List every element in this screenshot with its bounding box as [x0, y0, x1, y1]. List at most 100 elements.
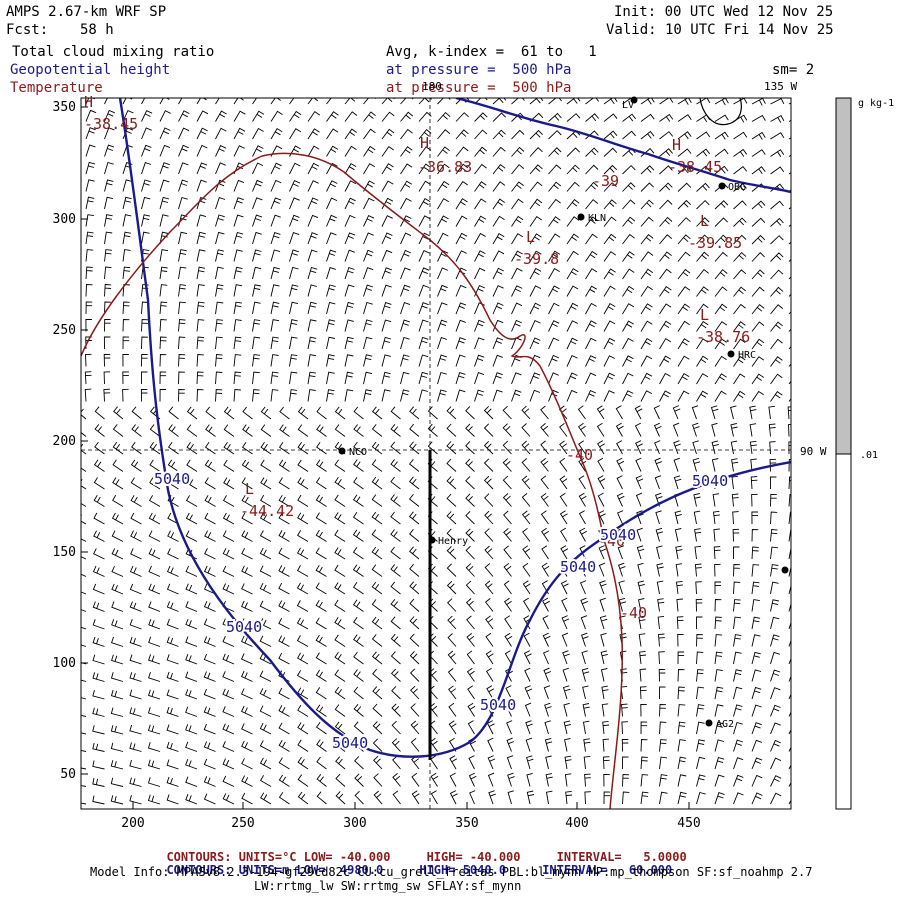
wind-barb — [659, 756, 668, 770]
wind-barb — [603, 355, 616, 367]
wind-barb — [529, 147, 543, 157]
wind-barb — [654, 440, 661, 455]
wind-barb — [659, 355, 671, 367]
wind-barb — [289, 371, 298, 385]
station-label-kln: KLN — [588, 213, 606, 224]
wind-barb — [733, 669, 742, 682]
wind-barb — [166, 636, 179, 647]
wind-barb — [259, 705, 272, 717]
wind-barb — [307, 162, 320, 175]
wind-barb — [316, 424, 327, 437]
wind-barb — [437, 302, 448, 315]
wind-barb — [315, 564, 327, 577]
wind-barb — [296, 582, 309, 595]
wind-barb — [770, 98, 785, 105]
wind-barb — [104, 109, 115, 122]
wind-barb — [714, 303, 728, 315]
wind-barb — [315, 652, 327, 665]
wind-barb — [548, 302, 560, 315]
pressure-level-temp: at pressure = 500 hPa — [386, 80, 572, 96]
wind-barb — [492, 354, 503, 367]
temp-extreme-kind: H — [420, 134, 429, 152]
wind-barb — [677, 390, 690, 402]
wind-barb — [400, 249, 411, 262]
wind-barb — [409, 546, 420, 560]
wind-barb — [372, 721, 383, 735]
wind-barb — [203, 793, 216, 805]
wind-barb — [104, 301, 111, 315]
x-tick-label: 250 — [231, 816, 254, 831]
wind-barb — [455, 372, 466, 385]
wind-barb — [622, 268, 635, 280]
wind-barb — [159, 196, 170, 210]
wind-barb — [564, 755, 572, 770]
wind-barb — [178, 319, 186, 332]
wind-barb — [178, 127, 190, 140]
wind-barb — [204, 512, 216, 525]
wind-barb — [529, 337, 541, 350]
wind-barb — [566, 302, 579, 315]
wind-barb — [270, 336, 279, 350]
wind-barb — [600, 650, 608, 665]
wind-barb — [635, 492, 643, 507]
wind-barb — [409, 529, 420, 542]
wind-barb — [373, 790, 383, 805]
wind-barb — [566, 113, 581, 122]
wind-barb — [492, 198, 505, 210]
wind-barb — [418, 354, 429, 367]
wind-barb — [548, 181, 562, 192]
wind-barb — [166, 776, 179, 787]
wind-barb — [714, 739, 725, 752]
wind-barb — [204, 530, 216, 542]
wind-barb — [334, 512, 346, 525]
wind-barb — [326, 214, 337, 227]
wind-barb — [296, 530, 309, 542]
wind-barb — [511, 302, 523, 315]
wind-barb — [122, 249, 131, 262]
temp-extreme-value: -44.42 — [240, 502, 294, 520]
wind-barb — [713, 546, 721, 560]
wind-barb — [696, 98, 711, 105]
wind-barb — [540, 423, 549, 437]
wind-barb — [326, 197, 338, 210]
wind-barb — [233, 127, 246, 140]
wind-barb — [733, 217, 747, 227]
wind-barb — [307, 354, 317, 367]
wind-barb — [326, 162, 338, 175]
wind-barb — [400, 197, 412, 210]
wind-barb — [580, 580, 587, 595]
wind-barb — [141, 127, 152, 140]
wind-barb — [566, 216, 580, 227]
wind-barb — [270, 249, 281, 262]
wind-barb — [166, 759, 179, 770]
wind-barb — [622, 791, 630, 805]
wind-barb — [603, 773, 610, 787]
wind-barb — [372, 738, 383, 752]
wind-barb — [446, 563, 457, 577]
wind-barb — [166, 724, 179, 735]
wind-barb — [92, 583, 105, 595]
station-label-hrc: HRC — [738, 350, 756, 361]
wind-barb — [548, 233, 561, 245]
wind-barb — [733, 303, 746, 315]
wind-barb — [279, 424, 290, 437]
wind-barb — [676, 598, 683, 612]
wind-barb — [289, 249, 299, 262]
wind-barb — [560, 527, 568, 542]
wind-barb — [371, 581, 383, 595]
station-marker — [577, 213, 585, 221]
model-info-2: LW:rrtmg_lw SW:rrtmg_sw SFLAY:sf_mynn — [254, 879, 522, 893]
wind-barb — [521, 510, 531, 525]
wind-barb — [140, 388, 148, 402]
wind-barb — [334, 617, 346, 630]
wind-barb — [487, 737, 494, 752]
forecast-hours: 58 h — [80, 22, 114, 38]
wind-barb — [270, 98, 281, 105]
wind-barb — [270, 266, 280, 280]
wind-barb — [149, 477, 161, 490]
wind-barb — [733, 355, 746, 367]
wind-barb — [714, 563, 721, 577]
wind-barb — [751, 564, 760, 577]
wind-barb — [465, 528, 475, 542]
wind-barb — [695, 598, 703, 612]
